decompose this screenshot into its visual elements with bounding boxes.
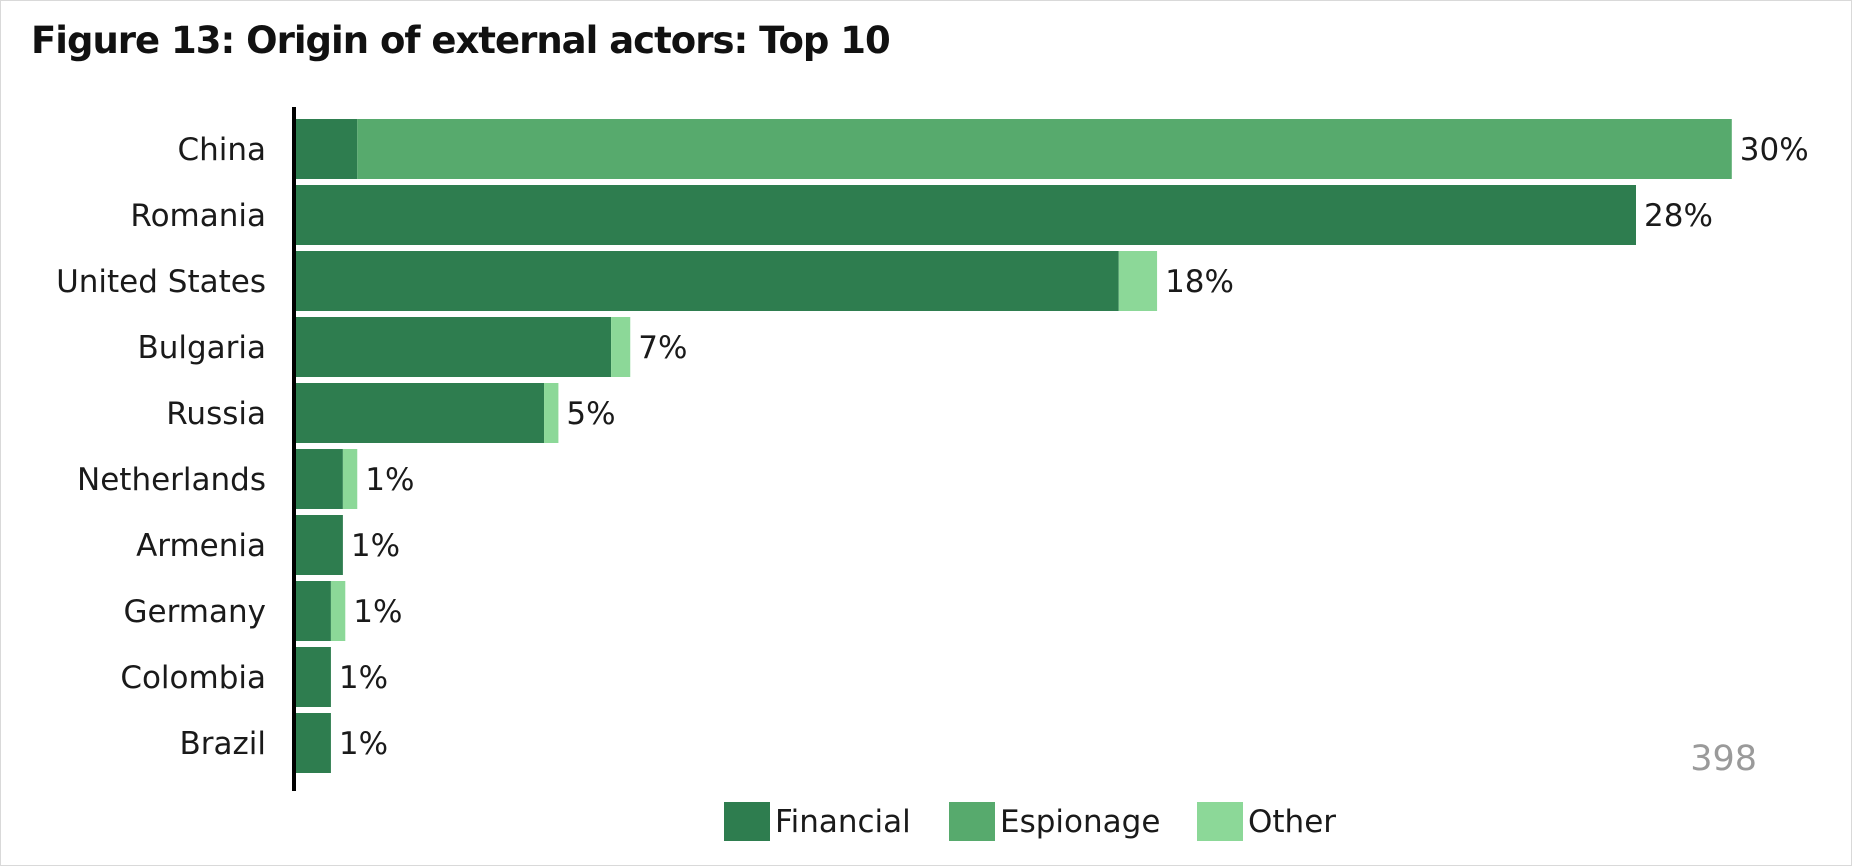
value-label-germany: 1%: [353, 594, 402, 630]
bar-united-states-other: [1118, 251, 1158, 311]
bar-colombia-financial: [295, 647, 331, 707]
value-label-colombia: 1%: [339, 660, 388, 696]
category-label-united-states: United States: [56, 264, 266, 300]
legend-label-financial: Financial: [775, 804, 911, 840]
value-label-russia: 5%: [566, 396, 615, 432]
category-label-colombia: Colombia: [120, 660, 266, 696]
category-label-china: China: [177, 132, 266, 168]
bar-bulgaria-other: [611, 317, 631, 377]
bar-russia-financial: [295, 383, 545, 443]
chart-title: Figure 13: Origin of external actors: To…: [31, 19, 891, 62]
value-label-china: 30%: [1740, 132, 1809, 168]
bar-romania-financial: [295, 185, 1636, 245]
legend-swatch-other: [1197, 802, 1243, 841]
category-label-russia: Russia: [166, 396, 266, 432]
category-label-armenia: Armenia: [136, 528, 266, 564]
value-label-united-states: 18%: [1165, 264, 1234, 300]
count-label: 398: [1690, 739, 1757, 779]
category-label-brazil: Brazil: [179, 726, 266, 762]
legend-swatch-espionage: [949, 802, 995, 841]
value-label-bulgaria: 7%: [638, 330, 687, 366]
category-label-germany: Germany: [124, 594, 266, 630]
legend-label-other: Other: [1248, 804, 1336, 840]
value-label-netherlands: 1%: [365, 462, 414, 498]
bar-russia-other: [544, 383, 559, 443]
bar-armenia-financial: [295, 515, 343, 575]
category-label-netherlands: Netherlands: [77, 462, 266, 498]
bar-germany-financial: [295, 581, 331, 641]
category-label-romania: Romania: [130, 198, 266, 234]
category-label-bulgaria: Bulgaria: [137, 330, 266, 366]
bar-germany-other: [330, 581, 346, 641]
bar-netherlands-financial: [295, 449, 343, 509]
bar-bulgaria-financial: [295, 317, 612, 377]
value-label-romania: 28%: [1644, 198, 1713, 234]
bar-china-espionage: [357, 119, 1732, 179]
legend-label-espionage: Espionage: [1000, 804, 1160, 840]
bar-china-financial: [295, 119, 358, 179]
bar-netherlands-other: [342, 449, 358, 509]
bar-brazil-financial: [295, 713, 331, 773]
bar-united-states-financial: [295, 251, 1119, 311]
value-label-brazil: 1%: [339, 726, 388, 762]
value-label-armenia: 1%: [351, 528, 400, 564]
legend-swatch-financial: [724, 802, 770, 841]
